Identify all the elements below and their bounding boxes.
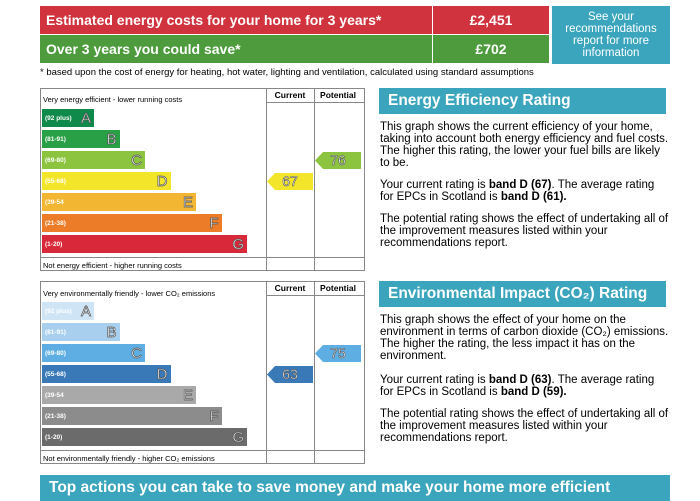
band-range-label: (39-54	[45, 391, 64, 399]
efficiency-potential-text: The potential rating shows the effect of…	[380, 213, 669, 249]
band-letter: E	[182, 193, 194, 211]
rating-band-g: (1-20) G	[42, 235, 247, 253]
band-letter: B	[106, 130, 117, 148]
band-letter: D	[156, 365, 168, 383]
environmental-impact-chart: Very environmentally friendly - lower CO…	[40, 281, 365, 464]
band-letter: A	[80, 109, 92, 127]
band-range-label: (92 plus)	[45, 114, 72, 122]
recommendations-info-link[interactable]: See your recommendations report for more…	[552, 6, 670, 64]
efficiency-description: This graph shows the current efficiency …	[380, 121, 669, 169]
rating-band-a: (92 plus) A	[42, 302, 94, 320]
current-rating-value: 67	[282, 173, 298, 190]
rating-band-b: (81-91) B	[42, 323, 120, 341]
band-range-label: (81-91)	[45, 328, 66, 336]
band-letter: D	[156, 172, 168, 190]
potential-savings-value: £702	[433, 35, 549, 63]
band-letter: B	[106, 323, 117, 341]
band-range-label: (81-91)	[45, 135, 66, 143]
rating-band-d: (55-68) D	[42, 365, 171, 383]
band-letter: C	[131, 344, 143, 362]
environment-potential-text: The potential rating shows the effect of…	[380, 408, 669, 444]
environment-description: This graph shows the effect of your home…	[380, 314, 669, 362]
current-rating-marker: 63	[267, 365, 313, 383]
band-letter: E	[182, 386, 194, 404]
potential-rating-marker: 76	[315, 151, 361, 169]
potential-savings-label: Over 3 years you could save*	[40, 35, 432, 63]
band-range-label: (92 plus)	[45, 307, 72, 315]
environmental-impact-heading: Environmental Impact (CO₂) Rating	[379, 281, 666, 307]
rating-band-d: (55-68) D	[42, 172, 171, 190]
band-range-label: (39-54	[45, 198, 64, 206]
rating-band-a: (92 plus) A	[42, 109, 94, 127]
energy-efficiency-heading: Energy Efficiency Rating	[379, 88, 666, 114]
rating-band-g: (1-20) G	[42, 428, 247, 446]
chart-top-label: Very energy efficient - lower running co…	[43, 95, 183, 104]
band-range-label: (21-38)	[45, 412, 66, 420]
current-rating-marker: 67	[267, 172, 313, 190]
band-range-label: (69-80)	[45, 349, 66, 357]
band-range-label: (55-68)	[45, 370, 66, 378]
environment-current-rating-text: Your current rating is band D (63). The …	[380, 374, 655, 398]
top-actions-heading: Top actions you can take to save money a…	[40, 475, 670, 501]
current-column-heading: Current	[274, 283, 306, 293]
rating-band-b: (81-91) B	[42, 130, 120, 148]
band-letter: C	[131, 151, 143, 169]
potential-rating-value: 76	[330, 152, 346, 169]
band-range-label: (69-80)	[45, 156, 66, 164]
potential-column-heading: Potential	[320, 283, 356, 293]
current-rating-value: 63	[282, 366, 298, 383]
chart-bottom-label: Not energy efficient - higher running co…	[43, 261, 182, 270]
estimated-costs-value: £2,451	[433, 6, 549, 34]
costs-footnote: * based upon the cost of energy for heat…	[40, 67, 534, 78]
potential-rating-marker: 75	[315, 344, 361, 362]
rating-band-e: (39-54 E	[42, 386, 196, 404]
band-range-label: (1-20)	[45, 240, 63, 248]
rating-band-c: (69-80) C	[42, 151, 145, 169]
rating-band-e: (39-54 E	[42, 193, 196, 211]
rating-band-c: (69-80) C	[42, 344, 145, 362]
efficiency-current-rating-text: Your current rating is band D (67). The …	[380, 179, 655, 203]
energy-efficiency-chart: Very energy efficient - lower running co…	[40, 88, 365, 271]
band-range-label: (1-20)	[45, 433, 63, 441]
band-range-label: (55-68)	[45, 177, 66, 185]
chart-bottom-label: Not environmentally friendly - higher CO…	[43, 454, 215, 463]
band-letter: A	[80, 302, 92, 320]
potential-rating-value: 75	[330, 345, 346, 362]
rating-band-f: (21-38) F	[42, 407, 222, 425]
band-range-label: (21-38)	[45, 219, 66, 227]
band-letter: G	[232, 428, 244, 446]
estimated-costs-row: Estimated energy costs for your home for…	[40, 6, 549, 34]
potential-savings-row: Over 3 years you could save* £702	[40, 35, 549, 63]
potential-column-heading: Potential	[320, 90, 356, 100]
band-letter: F	[209, 214, 219, 232]
band-letter: F	[209, 407, 219, 425]
band-letter: G	[232, 235, 244, 253]
estimated-costs-label: Estimated energy costs for your home for…	[40, 6, 432, 34]
current-column-heading: Current	[274, 90, 306, 100]
chart-top-label: Very environmentally friendly - lower CO…	[43, 289, 216, 298]
rating-band-f: (21-38) F	[42, 214, 222, 232]
